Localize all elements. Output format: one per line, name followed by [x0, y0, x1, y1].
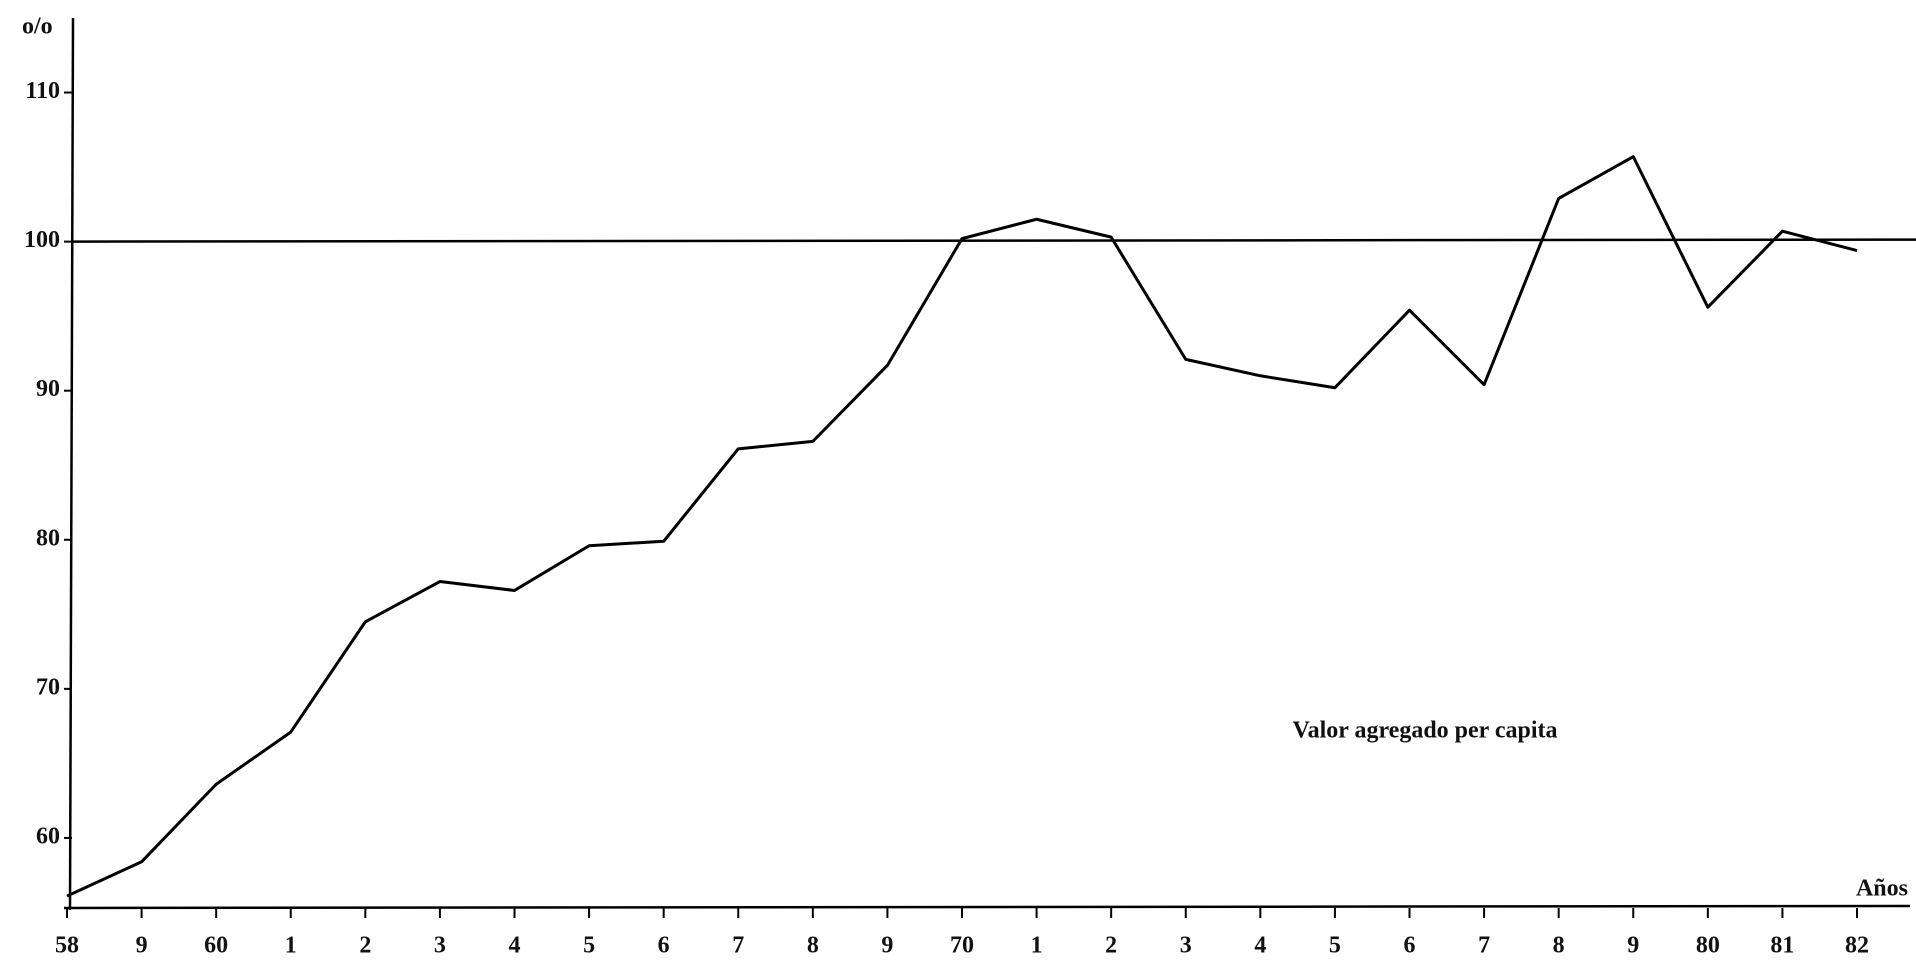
- x-tick-label: 1: [285, 933, 297, 959]
- y-tick-label: 60: [36, 823, 60, 849]
- y-axis-label: o/o: [22, 14, 53, 40]
- x-tick-label: 5: [1329, 933, 1341, 959]
- annotation: Valor agregado per capita: [1292, 718, 1557, 744]
- x-tick-label: 9: [136, 933, 148, 959]
- x-tick-label: 1: [1031, 933, 1043, 959]
- x-tick-label: 9: [1627, 933, 1639, 959]
- y-tick-label: 110: [25, 78, 60, 104]
- x-tick-label: 6: [1404, 933, 1416, 959]
- x-tick-label: 7: [732, 933, 744, 959]
- x-tick-label: 82: [1845, 933, 1869, 959]
- x-axis: [63, 904, 1911, 910]
- x-tick-label: 3: [434, 933, 446, 959]
- y-tick-label: 70: [36, 674, 60, 700]
- x-tick-label: 8: [807, 933, 819, 959]
- x-tick-label: 58: [55, 933, 79, 959]
- x-tick-label: 81: [1770, 933, 1794, 959]
- x-tick-label: 6: [658, 933, 670, 959]
- x-tick-label: 4: [509, 933, 521, 959]
- y-axis: [68, 17, 75, 911]
- x-tick-label: 9: [881, 933, 893, 959]
- x-tick-label: 80: [1696, 933, 1720, 959]
- data-line: [66, 155, 1858, 898]
- y-tick-label: 90: [36, 376, 60, 402]
- y-tick-label: 100: [24, 227, 60, 253]
- x-tick-label: 7: [1478, 933, 1490, 959]
- x-tick-label: 2: [1105, 933, 1117, 959]
- x-tick-label: 5: [583, 933, 595, 959]
- x-tick-label: 60: [204, 933, 228, 959]
- reference-line: [71, 238, 1916, 243]
- x-tick-label: 3: [1180, 933, 1192, 959]
- x-tick-label: 8: [1553, 933, 1565, 959]
- y-tick-label: 80: [36, 525, 60, 551]
- x-axis-label: Años: [1856, 876, 1908, 902]
- x-tick-label: 2: [359, 933, 371, 959]
- x-tick-label: 70: [950, 933, 974, 959]
- x-tick-label: 4: [1254, 933, 1266, 959]
